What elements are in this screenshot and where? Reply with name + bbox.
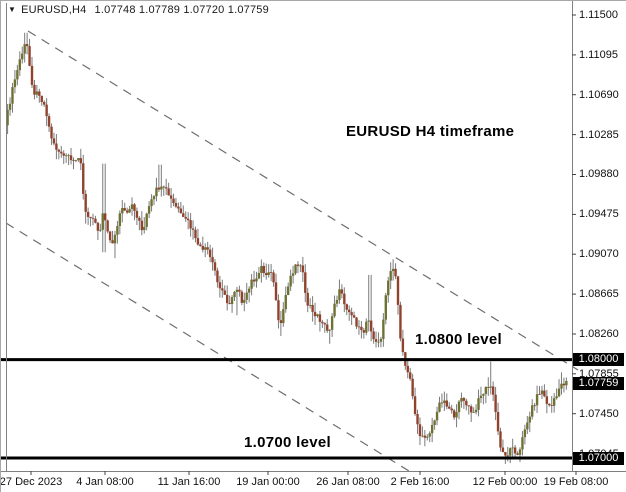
price-level-box-10700: 1.07000 xyxy=(573,451,624,465)
time-axis-label: 4 Jan 08:00 xyxy=(76,476,134,488)
price-axis-label: 1.07450 xyxy=(579,407,619,420)
price-level-box-10800: 1.08000 xyxy=(573,353,624,367)
plot-borders xyxy=(1,1,626,475)
price-axis-label: 1.09070 xyxy=(579,248,619,261)
time-axis-label: 2 Feb 16:00 xyxy=(390,476,450,488)
price-axis-label: 1.09475 xyxy=(579,208,619,221)
collapse-chart-icon[interactable]: ▼ xyxy=(8,5,17,14)
annotation-level-10700: 1.0700 level xyxy=(244,434,332,451)
price-axis-label: 1.10285 xyxy=(579,128,619,141)
candles xyxy=(6,32,568,464)
annotation-level-10800: 1.0800 level xyxy=(415,331,503,348)
channel-lines xyxy=(5,30,579,472)
ohlc-values-label: 1.07748 1.07789 1.07720 1.07759 xyxy=(94,4,269,16)
annotation-timeframe-note: EURUSD H4 timeframe xyxy=(346,123,515,140)
chart-header: ▼ EURUSD,H4 1.07748 1.07789 1.07720 1.0775… xyxy=(8,4,269,16)
time-axis-label: 11 Jan 16:00 xyxy=(157,476,221,488)
price-axis-label: 1.08260 xyxy=(579,327,619,340)
time-axis-label: 19 Feb 08:00 xyxy=(543,476,609,488)
time-axis-label: 12 Feb 00:00 xyxy=(472,476,538,488)
current-price-box: 1.07759 xyxy=(573,376,624,390)
time-axis-label: 26 Jan 08:00 xyxy=(316,476,380,488)
price-axis-label: 1.10690 xyxy=(579,88,619,101)
price-axis-label: 1.11500 xyxy=(579,9,618,21)
price-axis-label: 1.11095 xyxy=(579,48,618,61)
horizontal-level-lines xyxy=(1,358,572,460)
symbol-timeframe-label: EURUSD,H4 xyxy=(21,4,87,16)
price-axis-label: 1.09880 xyxy=(579,168,619,181)
time-axis-label: 19 Jan 00:00 xyxy=(236,476,300,488)
time-axis-label: 27 Dec 2023 xyxy=(0,476,63,488)
price-axis-label: 1.08665 xyxy=(579,288,619,301)
